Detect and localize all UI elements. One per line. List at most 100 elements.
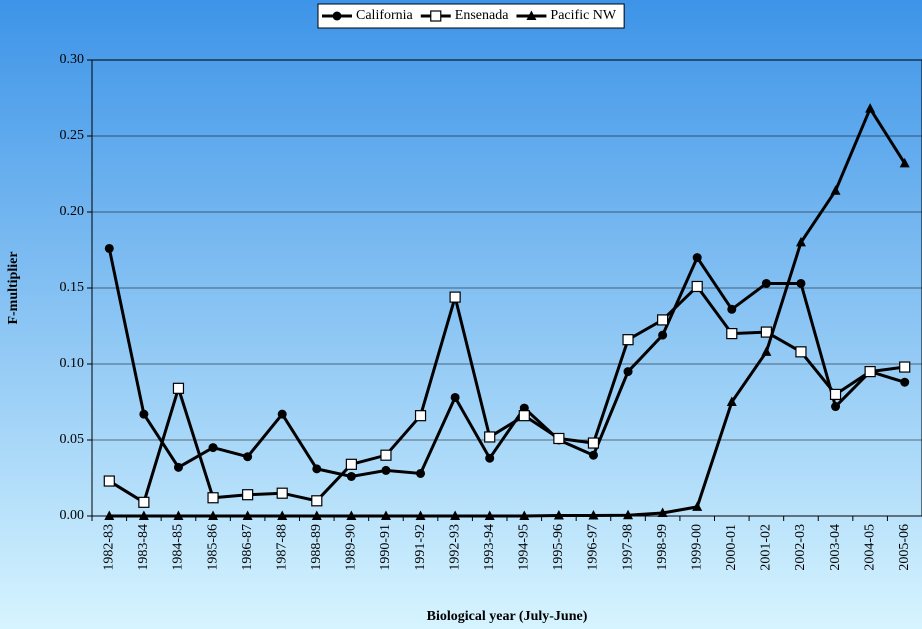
y-axis-title: F-multiplier <box>6 251 21 324</box>
x-tick-label: 1986-87 <box>240 524 255 571</box>
data-point <box>553 510 564 520</box>
x-tick-label: 1989-90 <box>344 524 359 571</box>
data-point <box>138 496 150 508</box>
data-point <box>588 450 598 460</box>
legend-label: California <box>356 8 414 23</box>
x-tick-label: 1999-00 <box>689 524 704 571</box>
data-point <box>519 510 530 520</box>
legend: California Ensenada Pacific NW <box>317 3 625 29</box>
legend-label: Pacific NW <box>550 8 616 23</box>
data-point <box>430 10 442 22</box>
y-tick-label: 0.05 <box>60 432 85 447</box>
data-point <box>381 465 391 475</box>
data-point <box>761 278 771 288</box>
data-point <box>900 377 910 387</box>
x-tick-label: 2001-02 <box>759 524 774 571</box>
data-point <box>865 103 876 113</box>
x-tick-label: 1984-85 <box>171 524 186 571</box>
x-tick-label: 1983-84 <box>136 524 151 571</box>
data-point <box>899 157 910 168</box>
data-point <box>484 510 495 520</box>
data-point <box>484 431 496 443</box>
data-point <box>138 510 149 520</box>
data-point <box>415 510 426 520</box>
data-point <box>104 510 115 520</box>
data-point <box>311 495 323 507</box>
data-point <box>139 409 149 419</box>
y-tick-label: 0.30 <box>60 52 85 67</box>
x-tick-label: 1991-92 <box>413 524 428 571</box>
data-point <box>173 462 183 472</box>
data-point <box>691 280 703 293</box>
data-point <box>526 10 537 20</box>
data-point <box>345 458 357 470</box>
x-tick-label: 1993-94 <box>482 524 497 571</box>
y-tick-label: 0.00 <box>60 508 85 523</box>
x-tick-label: 1996-97 <box>586 524 601 571</box>
x-axis-title: Biological year (July-June) <box>427 609 588 624</box>
data-point <box>311 510 322 520</box>
data-point <box>173 510 184 520</box>
legend-box <box>317 3 625 29</box>
data-point <box>207 492 219 504</box>
data-point <box>864 366 876 378</box>
data-point <box>380 510 391 520</box>
data-point <box>277 409 287 419</box>
x-tick-label: 1998-99 <box>655 524 670 571</box>
data-point <box>692 501 703 511</box>
x-tick-label: 1988-89 <box>309 524 324 571</box>
data-point <box>588 510 599 520</box>
data-point <box>726 396 737 406</box>
x-tick-label: 1995-96 <box>551 524 566 571</box>
data-point <box>518 410 530 422</box>
data-point <box>796 278 806 288</box>
data-point <box>172 382 185 394</box>
data-point <box>104 243 114 253</box>
y-tick-label: 0.25 <box>60 128 85 143</box>
data-point <box>553 432 565 445</box>
x-tick-label: 1982-83 <box>102 524 117 571</box>
data-point <box>829 388 842 400</box>
series-line <box>108 284 905 505</box>
data-point <box>587 437 600 449</box>
data-point <box>346 471 356 481</box>
x-tick-label: 1990-91 <box>378 524 393 571</box>
data-point <box>795 346 807 358</box>
data-point <box>346 510 357 520</box>
data-point <box>657 507 668 517</box>
x-tick-label: 2004-05 <box>862 524 877 571</box>
data-point <box>277 510 288 520</box>
y-tick-label: 0.20 <box>60 204 85 219</box>
data-point <box>449 291 461 303</box>
data-point <box>760 326 772 338</box>
x-tick-label: 2003-04 <box>828 524 843 571</box>
y-tick-label: 0.10 <box>60 356 85 371</box>
data-point <box>380 449 392 461</box>
data-point <box>416 468 426 478</box>
data-point <box>795 236 806 247</box>
x-tick-label: 1997-98 <box>620 524 635 571</box>
x-tick-label: 1994-95 <box>517 524 532 571</box>
data-point <box>485 453 495 463</box>
data-point <box>242 510 253 520</box>
x-tick-label: 1987-88 <box>274 524 289 571</box>
data-point <box>208 510 219 520</box>
x-tick-label: 2000-01 <box>724 524 739 571</box>
data-point <box>657 314 669 326</box>
data-point <box>692 253 702 263</box>
data-point <box>623 367 633 377</box>
data-point <box>414 410 427 422</box>
data-point <box>208 443 218 453</box>
data-point <box>332 11 342 21</box>
x-tick-label: 1985-86 <box>205 524 220 571</box>
data-point <box>899 361 911 373</box>
x-tick-label: 2002-03 <box>793 524 808 571</box>
data-point <box>243 452 253 462</box>
x-tick-label: 2005-06 <box>897 524 912 571</box>
data-point <box>831 402 841 412</box>
data-point <box>450 510 461 520</box>
data-point <box>622 334 634 346</box>
data-point <box>312 464 322 474</box>
legend-label: Ensenada <box>455 8 509 23</box>
